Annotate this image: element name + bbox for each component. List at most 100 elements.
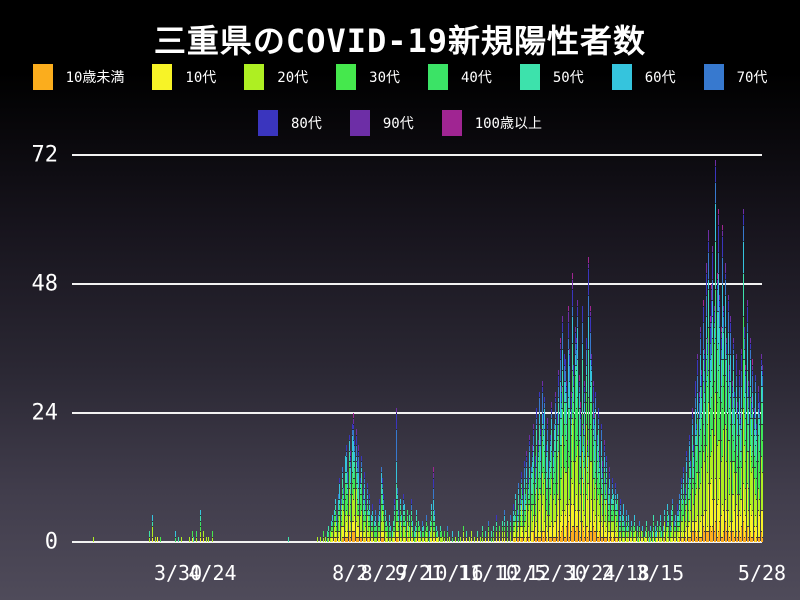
bar-segment (532, 456, 533, 462)
bar-segment (539, 509, 540, 537)
bar-segment (718, 439, 719, 499)
bar-segment (588, 348, 589, 397)
bar-segment (568, 305, 569, 311)
bar-segment (588, 267, 589, 295)
bar-segment (529, 434, 530, 440)
bar-segment (715, 160, 716, 166)
bar-segment (608, 504, 609, 510)
bar-segment (580, 493, 581, 521)
bar-day-93 (200, 509, 201, 542)
bar-segment (744, 359, 745, 397)
bar-day-449 (690, 461, 691, 542)
bar-segment (741, 429, 742, 451)
bar-segment (723, 310, 724, 317)
bar-segment (517, 515, 518, 521)
bar-segment (155, 536, 156, 542)
bar-segment (382, 482, 383, 489)
bar-segment (754, 456, 755, 467)
bar-segment (744, 348, 745, 360)
bar-segment (700, 337, 701, 354)
bar-segment (535, 536, 536, 542)
bar-segment (758, 536, 759, 542)
bar-segment (387, 525, 388, 532)
bar-segment (725, 423, 726, 499)
bar-day-431 (666, 520, 667, 542)
bar-segment (664, 531, 665, 537)
bar-segment (394, 504, 395, 510)
bar-segment (685, 488, 686, 494)
bar-day-99 (208, 536, 209, 542)
bar-segment (711, 300, 712, 322)
bar-day-496 (755, 375, 756, 542)
bar-segment (706, 262, 707, 274)
bar-segment (561, 531, 562, 542)
bar-segment (756, 525, 757, 537)
bar-segment (538, 499, 539, 532)
bar-segment (685, 520, 686, 532)
bar-segment (532, 445, 533, 451)
bar-segment (605, 520, 606, 532)
bar-segment (737, 515, 738, 537)
bar-segment (762, 439, 763, 473)
bar-segment (573, 423, 574, 462)
bar-segment (349, 515, 350, 532)
bar-segment (546, 525, 547, 537)
bar-segment (750, 359, 751, 387)
bar-segment (586, 375, 587, 392)
bar-segment (740, 450, 741, 462)
bar-segment (367, 531, 368, 537)
bar-segment (633, 531, 634, 537)
bar-segment (737, 434, 738, 456)
bar-segment (542, 391, 543, 413)
bar-segment (429, 531, 430, 537)
bar-segment (557, 434, 558, 440)
bar-day-471 (721, 327, 722, 542)
bar-segment (554, 439, 555, 451)
bar-segment (403, 520, 404, 526)
bar-segment (759, 515, 760, 537)
bar-segment (426, 525, 427, 532)
bar-segment (538, 461, 539, 478)
bar-segment (572, 370, 573, 392)
bar-segment (597, 536, 598, 542)
bar-segment (655, 531, 656, 537)
bar-segment (409, 515, 410, 521)
bar-segment (761, 359, 762, 365)
bar-segment (392, 536, 393, 542)
bar-segment (514, 536, 515, 542)
bar-segment (540, 531, 541, 537)
bar-segment (493, 525, 494, 532)
bar-segment (612, 477, 613, 483)
bar-segment (557, 515, 558, 537)
bar-segment (208, 536, 209, 542)
bar-segment (752, 359, 753, 365)
bar-day-381 (597, 434, 598, 542)
bar-segment (364, 472, 365, 478)
bar-segment (714, 343, 715, 381)
bar-segment (721, 327, 722, 333)
bar-day-401 (624, 520, 625, 542)
bar-segment (703, 525, 704, 542)
bar-segment (729, 493, 730, 526)
bar-segment (593, 402, 594, 419)
bar-day-257 (426, 515, 427, 542)
bar-segment (730, 353, 731, 381)
bar-day-430 (664, 509, 665, 542)
bar-segment (441, 531, 442, 537)
bar-segment (717, 273, 718, 279)
bar-day-483 (737, 402, 738, 542)
bar-segment (710, 434, 711, 456)
bar-segment (551, 418, 552, 430)
bar-segment (751, 396, 752, 403)
bar-segment (528, 536, 529, 542)
bar-segment (707, 375, 708, 387)
bar-segment (587, 450, 588, 456)
bar-day-499 (759, 402, 760, 542)
bar-segment (577, 305, 578, 317)
bar-segment (369, 536, 370, 542)
bar-segment (536, 488, 537, 521)
bar-segment (745, 439, 746, 462)
bar-segment (635, 531, 636, 537)
bar-segment (542, 439, 543, 473)
bar-segment (733, 439, 734, 462)
